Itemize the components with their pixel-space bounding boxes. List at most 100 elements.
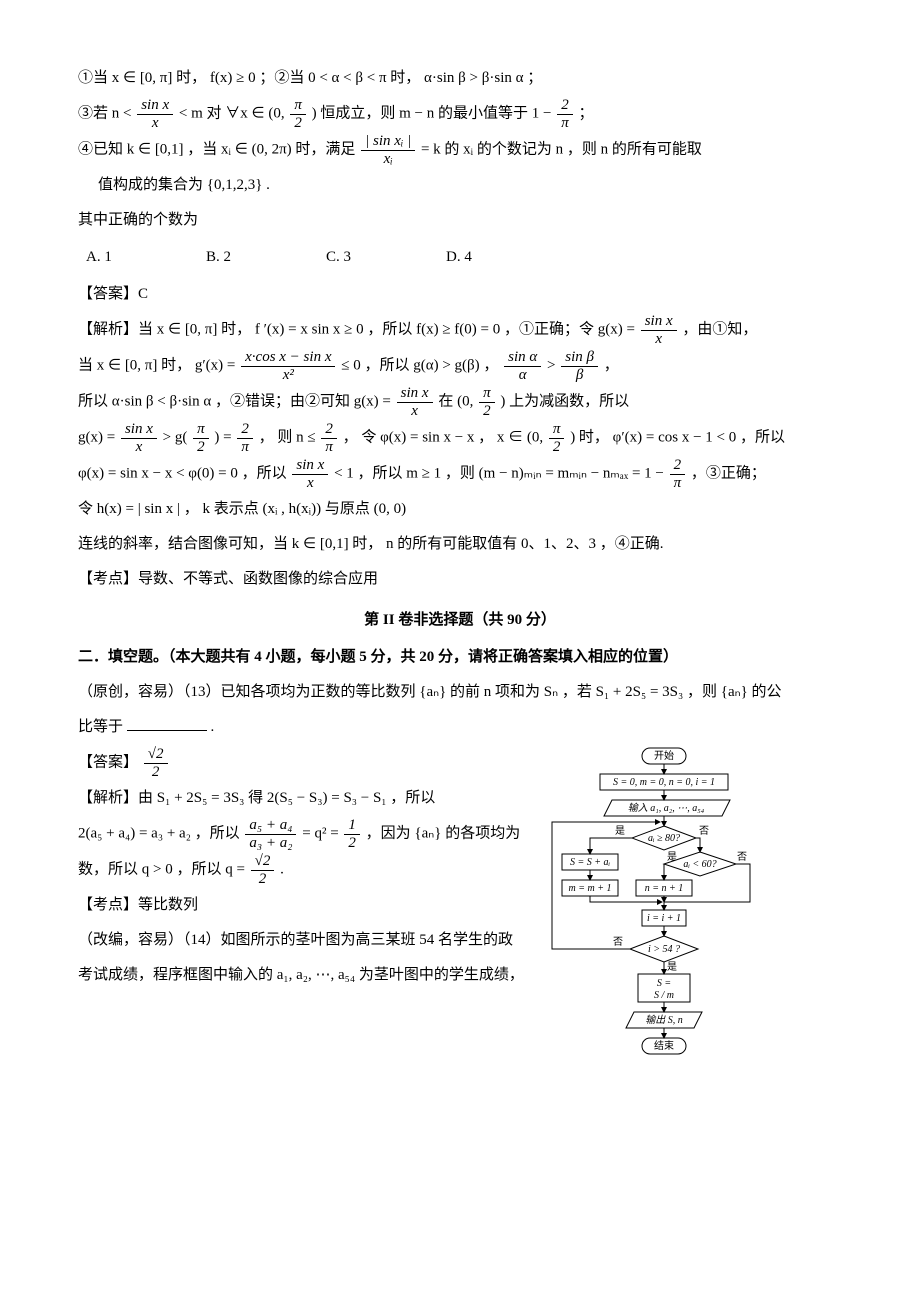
fraction: π2 <box>479 385 495 419</box>
text: ， 令 φ(x) = sin x − x ， x ∈ (0, <box>343 429 544 445</box>
text: ③若 n < <box>78 105 131 121</box>
stmt-4-line1: ④已知 k ∈ [0,1] ，当 xᵢ ∈ (0, 2π) 时，满足 | sin… <box>78 133 842 167</box>
text: 在 (0, <box>438 393 473 409</box>
expl-13-1: 【解析】由 S₁ + 2S₅ = 3S₃ 得 2(S₅ − S₃) = S₃ −… <box>78 782 598 815</box>
stmt-1: ①当 x ∈ [0, π] 时， f(x) ≥ 0 ；②当 0 < α < β … <box>78 62 842 95</box>
option-d: D. 4 <box>446 241 566 274</box>
text: = k 的 xᵢ 的个数记为 n ，则 n 的所有可能取 <box>421 141 702 157</box>
fraction: sin xx <box>292 457 328 491</box>
section-2-title: 第 II 卷非选择题（共 90 分） <box>78 604 842 637</box>
fraction: | sin xᵢ |xᵢ <box>361 133 415 167</box>
explanation-7: 连线的斜率，结合图像可知，当 k ∈ [0,1] 时， n 的所有可能取值有 0… <box>78 528 842 561</box>
svg-text:是: 是 <box>615 825 625 837</box>
text: ， 则 n ≤ <box>259 429 316 445</box>
svg-text:i = i + 1: i = i + 1 <box>647 913 681 924</box>
text: 当 x ∈ [0, π] 时， g′(x) = <box>78 357 235 373</box>
expl-13-3: 数，所以 q > 0 ，所以 q = √22 . <box>78 853 598 887</box>
svg-text:否: 否 <box>699 825 709 837</box>
text: 数，所以 q > 0 ，所以 q = <box>78 861 245 877</box>
fraction: 2π <box>321 421 337 455</box>
stmt-3: ③若 n < sin xx < m 对 ∀x ∈ (0, π2 ) 恒成立，则 … <box>78 97 842 131</box>
option-c: C. 3 <box>326 241 446 274</box>
options: A. 1 B. 2 C. 3 D. 4 <box>78 241 842 274</box>
explanation-4: g(x) = sin xx > g( π2 ) = 2π ， 则 n ≤ 2π … <box>78 421 842 455</box>
option-a: A. 1 <box>86 241 206 274</box>
text: ) 时， φ′(x) = cos x − 1 < 0 ，所以 <box>570 429 785 445</box>
fraction: 2π <box>557 97 573 131</box>
answer: 【答案】C <box>78 278 842 311</box>
fraction: π2 <box>193 421 209 455</box>
fraction: x·cos x − sin xx² <box>241 349 335 383</box>
text: ④已知 k ∈ [0,1] ，当 xᵢ ∈ (0, 2π) 时，满足 <box>78 141 355 157</box>
stmt-4-line2: 值构成的集合为 {0,1,2,3} . <box>78 169 842 202</box>
svg-text:S =: S = <box>657 978 671 989</box>
kaodian-13: 【考点】等比数列 <box>78 889 598 922</box>
svg-text:S = S + aᵢ: S = S + aᵢ <box>570 857 610 868</box>
fraction: √22 <box>251 853 275 887</box>
fraction: sin xx <box>397 385 433 419</box>
svg-text:否: 否 <box>737 851 747 863</box>
text: . <box>211 719 215 735</box>
expl-13-2: 2(a₅ + a₄) = a₃ + a₂ ，所以 a₅ + a₄a₃ + a₂ … <box>78 817 598 851</box>
fraction: sin xx <box>121 421 157 455</box>
svg-text:是: 是 <box>667 961 677 973</box>
question: 其中正确的个数为 <box>78 204 842 237</box>
fraction: 12 <box>344 817 360 851</box>
svg-text:n = n + 1: n = n + 1 <box>645 883 684 894</box>
problem-14-stem-1: （改编，容易）（14）如图所示的茎叶图为高三某班 54 名学生的政 治 <box>78 924 598 957</box>
text: 2(a₅ + a₄) = a₃ + a₂ ，所以 <box>78 825 240 841</box>
text: ) 恒成立，则 m − n 的最小值等于 1 − <box>312 105 552 121</box>
kaodian-12: 【考点】导数、不等式、函数图像的综合应用 <box>78 563 842 596</box>
flowchart: 开始 S = 0, m = 0, n = 0, i = 1 输入 a₁, a₂,… <box>542 746 772 1111</box>
svg-text:输入 a₁, a₂, ⋯, a₅₄: 输入 a₁, a₂, ⋯, a₅₄ <box>628 802 705 814</box>
fraction: sin αα <box>504 349 541 383</box>
svg-text:i > 54 ?: i > 54 ? <box>648 944 680 955</box>
section-2-heading: 二．填空题。（本大题共有 4 小题，每小题 5 分，共 20 分，请将正确答案填… <box>78 641 842 674</box>
svg-text:否: 否 <box>613 936 623 948</box>
text: 所以 α·sin β < β·sin α ，②错误；由②可知 g(x) = <box>78 393 391 409</box>
explanation-5: φ(x) = sin x − x < φ(0) = 0 ，所以 sin xx <… <box>78 457 842 491</box>
text: ) 上为减函数，所以 <box>500 393 629 409</box>
svg-text:开始: 开始 <box>654 749 674 762</box>
problem-13-stem-2: 比等于 . <box>78 711 842 744</box>
option-b: B. 2 <box>206 241 326 274</box>
text: ， <box>604 357 619 373</box>
explanation-3: 所以 α·sin β < β·sin α ，②错误；由②可知 g(x) = si… <box>78 385 842 419</box>
text: ≤ 0 ，所以 g(α) > g(β) ， <box>341 357 498 373</box>
text: ) = <box>214 429 231 445</box>
text: 【解析】当 x ∈ [0, π] 时， f ′(x) = x sin x ≥ 0… <box>78 321 635 337</box>
fraction: 2π <box>670 457 686 491</box>
text: 【答案】 <box>78 754 138 770</box>
text: g(x) = <box>78 429 115 445</box>
svg-text:S / m: S / m <box>654 990 674 1001</box>
svg-text:aᵢ ≥ 80?: aᵢ ≥ 80? <box>648 833 680 844</box>
explanation-6: 令 h(x) = | sin x | ， k 表示点 (xᵢ , h(xᵢ)) … <box>78 493 842 526</box>
fraction: π2 <box>549 421 565 455</box>
text: 比等于 <box>78 719 123 735</box>
text: > g( <box>163 429 188 445</box>
problem-13-stem-1: （原创，容易）（13）已知各项均为正数的等比数列 {aₙ} 的前 n 项和为 S… <box>78 676 842 709</box>
explanation-2: 当 x ∈ [0, π] 时， g′(x) = x·cos x − sin xx… <box>78 349 842 383</box>
explanation-1: 【解析】当 x ∈ [0, π] 时， f ′(x) = x sin x ≥ 0… <box>78 313 842 347</box>
svg-text:S = 0, m = 0, n = 0, i = 1: S = 0, m = 0, n = 0, i = 1 <box>613 777 715 788</box>
text: ，③正确； <box>691 465 766 481</box>
fraction: sin xx <box>641 313 677 347</box>
svg-text:m = m + 1: m = m + 1 <box>569 883 612 894</box>
text: < m 对 ∀x ∈ (0, <box>179 105 285 121</box>
text: > <box>547 357 555 373</box>
fraction: sin ββ <box>561 349 598 383</box>
text: = q² = <box>302 825 338 841</box>
svg-text:是: 是 <box>667 851 677 863</box>
fraction: π2 <box>290 97 306 131</box>
left-column: 【答案】 √22 【解析】由 S₁ + 2S₅ = 3S₃ 得 2(S₅ − S… <box>78 746 598 992</box>
fill-blank <box>127 715 207 731</box>
text: ，因为 {aₙ} 的各项均为 <box>366 825 521 841</box>
text: ，由①知， <box>682 321 757 337</box>
fraction: 2π <box>237 421 253 455</box>
text: ； <box>578 105 593 121</box>
fraction: sin xx <box>137 97 173 131</box>
flowchart-section: 开始 S = 0, m = 0, n = 0, i = 1 输入 a₁, a₂,… <box>78 746 842 992</box>
text: φ(x) = sin x − x < φ(0) = 0 ，所以 <box>78 465 287 481</box>
text: < 1 ，所以 m ≥ 1 ，则 (m − n)ₘᵢₙ = mₘᵢₙ − nₘₐ… <box>334 465 664 481</box>
fraction: √22 <box>144 746 168 780</box>
